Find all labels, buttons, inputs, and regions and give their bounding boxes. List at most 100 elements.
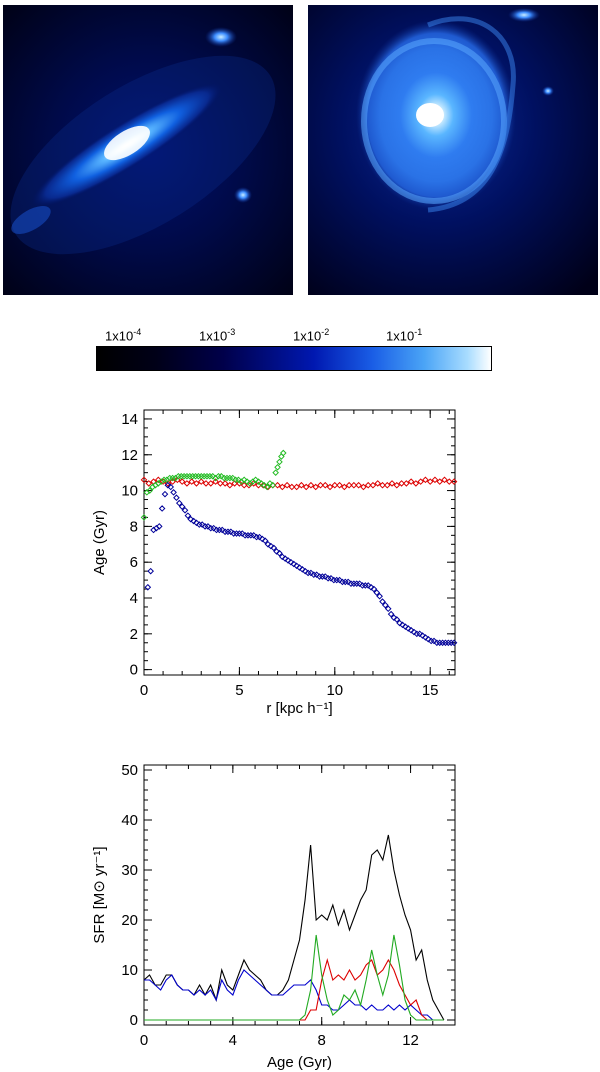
scatter-point: [321, 573, 329, 580]
scatter-point: [355, 481, 362, 489]
scatter-point: [431, 476, 439, 484]
scatter-point: [382, 601, 389, 609]
scatter-point: [202, 480, 210, 487]
y-axis-label: Age (Gyr): [91, 510, 108, 575]
scatter-point: [147, 567, 154, 575]
scatter-point: [293, 483, 300, 491]
scatter-point: [373, 589, 381, 596]
galaxy-edge-on-image: [3, 5, 293, 295]
colorbar-gradient: [96, 346, 492, 371]
scatter-point: [276, 458, 283, 466]
scatter-point: [266, 480, 274, 487]
scatter-point: [238, 530, 246, 537]
scatter-point: [240, 476, 248, 484]
y-tick-label: 0: [130, 662, 138, 679]
scatter-point: [269, 481, 277, 489]
scatter-point: [430, 637, 438, 645]
scatter-point: [284, 557, 292, 564]
scatter-point: [174, 476, 181, 484]
scatter-point: [155, 476, 162, 484]
x-tick-label: 15: [422, 682, 439, 699]
age-radius-plot-area: 0 5 10 15 0 2 4 6 8 10 12 14: [121, 409, 458, 699]
scatter-point: [396, 619, 403, 627]
scatter-point: [258, 480, 265, 487]
x-axis-label: r [kpc h⁻¹]: [266, 700, 332, 717]
y-tick-label: 30: [121, 862, 138, 879]
y-tick-label: 6: [130, 554, 138, 571]
x-tick-label: 0: [140, 1032, 148, 1049]
scatter-point: [231, 480, 238, 487]
scatter-point: [161, 490, 169, 498]
scatter-point: [287, 558, 295, 566]
scatter-point: [217, 472, 225, 480]
scatter-point: [450, 478, 458, 485]
scatter-point: [145, 480, 153, 487]
scatter-point: [336, 576, 343, 584]
x-tick-label: 12: [402, 1032, 419, 1049]
scatter-point: [327, 575, 335, 582]
scatter-point: [387, 610, 395, 618]
scatter-point: [326, 483, 334, 491]
scatter-point: [307, 569, 315, 577]
scatter-point: [218, 526, 226, 534]
scatter-point: [197, 478, 205, 485]
scatter-point: [422, 476, 429, 484]
scatter-point: [227, 528, 235, 536]
scatter-point: [144, 583, 152, 591]
scatter-point: [356, 580, 363, 587]
scatter-point: [360, 483, 367, 491]
galaxy-face-on-render: [308, 5, 598, 295]
scatter-point: [399, 621, 406, 629]
scatter-point: [293, 562, 300, 570]
galaxy-face-on-image: [308, 5, 598, 295]
scatter-point: [164, 480, 172, 487]
scatter-point: [217, 480, 224, 487]
scatter-point: [170, 489, 177, 496]
scatter-point: [146, 487, 154, 494]
scatter-point: [259, 481, 267, 489]
scatter-point: [383, 481, 391, 489]
colorbar-label-1: 1x10-4: [105, 327, 142, 344]
scatter-point: [379, 598, 386, 605]
y-tick-label: 12: [121, 447, 138, 464]
scatter-point: [370, 585, 378, 593]
scatter-point: [374, 480, 382, 487]
scatter-point: [279, 449, 287, 457]
colorbar-label-3: 1x10-2: [293, 327, 330, 344]
scatter-point: [243, 478, 251, 485]
scatter-point: [321, 481, 329, 489]
scatter-point: [279, 553, 286, 561]
scatter-point: [398, 480, 405, 487]
scatter-point: [364, 582, 372, 589]
sfr-series-line: [144, 969, 444, 1021]
scatter-point: [436, 478, 444, 485]
x-tick-label: 10: [326, 682, 343, 699]
scatter-point: [258, 535, 266, 543]
scatter-point: [407, 626, 415, 634]
scatter-point: [403, 480, 410, 487]
sfr-series-line: [144, 934, 444, 1021]
y-tick-label: 14: [121, 411, 138, 428]
scatter-point: [221, 480, 229, 487]
scatter-point: [198, 521, 206, 528]
scatter-point: [299, 566, 306, 573]
scatter-point: [296, 564, 303, 571]
scatter-point: [424, 635, 432, 643]
scatter-point: [336, 481, 343, 489]
scatter-point: [193, 519, 200, 527]
scatter-point: [445, 478, 453, 485]
scatter-point: [407, 478, 415, 485]
scatter-point: [388, 480, 396, 487]
scatter-point: [412, 480, 420, 487]
x-tick-label: 8: [318, 1032, 326, 1049]
scatter-point: [250, 532, 258, 539]
scatter-point: [190, 517, 197, 525]
scatter-point: [187, 515, 195, 523]
scatter-point: [419, 632, 426, 639]
scatter-point: [164, 481, 172, 489]
scatter-point: [410, 628, 418, 636]
scatter-point: [345, 481, 353, 489]
scatter-point: [261, 537, 269, 545]
scatter-point: [384, 605, 392, 613]
sfr-age-plot-frame: [143, 764, 456, 1026]
